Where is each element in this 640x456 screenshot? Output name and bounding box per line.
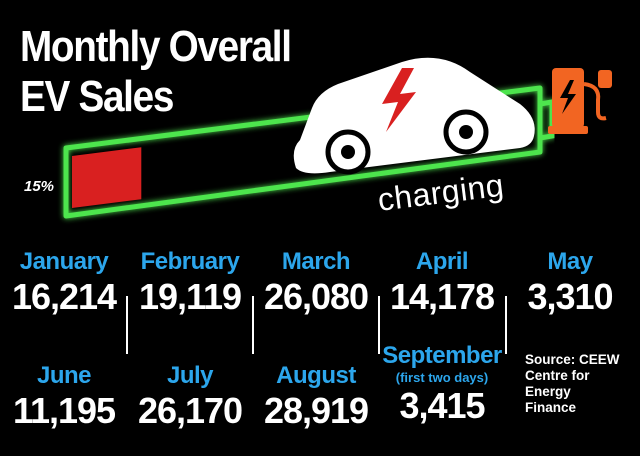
chart-title-line-2: EV Sales — [20, 72, 174, 121]
sales-value: 11,195 — [12, 390, 116, 431]
table-cell-july: July 26,170 — [128, 362, 252, 432]
source-line: Source: CEEW — [525, 352, 620, 367]
source-line: Finance — [525, 400, 577, 415]
month-label: May — [547, 248, 593, 275]
sales-value: 26,170 — [137, 390, 243, 431]
month-label: January — [19, 248, 109, 275]
source-line: Energy — [525, 384, 571, 399]
table-cell-june: June 11,195 — [2, 362, 126, 432]
table-cell-may: May 3,310 — [508, 248, 632, 318]
month-label: August — [276, 362, 356, 389]
source-note: Source: CEEW Centre for Energy Finance — [525, 352, 635, 416]
month-label: February — [140, 248, 240, 275]
sales-value: 16,214 — [11, 276, 117, 317]
grid-divider — [126, 296, 128, 354]
sales-value: 3,310 — [527, 276, 613, 317]
table-cell-august: August 28,919 — [254, 362, 378, 432]
month-label: April — [415, 248, 469, 275]
source-line: Centre for — [525, 368, 590, 383]
grid-divider — [505, 296, 507, 354]
lightning-bolt-icon — [382, 68, 416, 132]
ev-charger-icon — [548, 68, 612, 134]
table-cell-september: September (first two days) 3,415 — [380, 342, 504, 427]
battery-level-fill — [72, 147, 142, 208]
car-icon — [293, 57, 535, 175]
month-note: (first two days) — [395, 370, 489, 385]
table-cell-march: March 26,080 — [254, 248, 378, 318]
sales-value: 3,415 — [399, 385, 485, 426]
table-cell-april: April 14,178 — [380, 248, 504, 318]
month-label: July — [166, 362, 214, 389]
sales-value: 28,919 — [263, 390, 369, 431]
battery-illustration — [63, 57, 612, 219]
table-cell-january: January 16,214 — [2, 248, 126, 318]
chart-title-line-1: Monthly Overall — [20, 22, 292, 71]
month-label: March — [281, 248, 351, 275]
battery-level-label: 15% — [24, 178, 55, 195]
table-cell-february: February 19,119 — [128, 248, 252, 318]
grid-divider — [252, 296, 254, 354]
sales-value: 19,119 — [138, 276, 242, 317]
grid-divider — [378, 296, 380, 354]
month-label: September — [382, 342, 502, 369]
sales-value: 14,178 — [389, 276, 495, 317]
month-label: June — [36, 362, 92, 389]
sales-value: 26,080 — [263, 276, 369, 317]
